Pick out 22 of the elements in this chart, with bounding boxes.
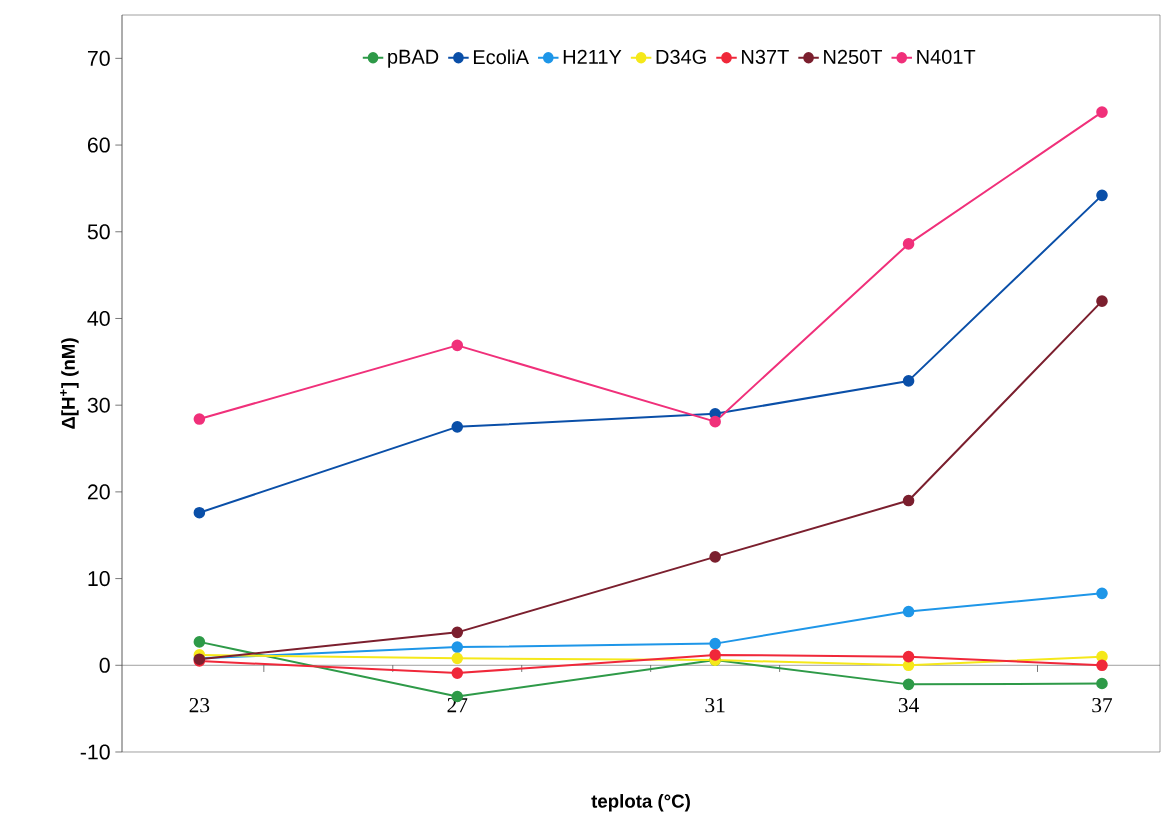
legend-label: H211Y bbox=[563, 49, 622, 64]
y-tick-label: 40 bbox=[87, 310, 110, 327]
y-tick-label: 60 bbox=[87, 137, 110, 153]
legend-label: EcoliA bbox=[473, 49, 529, 65]
y-tick-label: 70 bbox=[87, 50, 110, 66]
x-tick-label: 37 bbox=[1092, 698, 1113, 713]
y-tick-label: 50 bbox=[87, 224, 110, 240]
x-axis-title: teplota (°C) bbox=[591, 794, 690, 812]
y-tick-label: 0 bbox=[99, 657, 110, 673]
y-tick-label: -10 bbox=[80, 744, 110, 760]
x-tick-label: 31 bbox=[705, 698, 725, 713]
legend-label: pBAD bbox=[388, 49, 439, 68]
y-tick-label: 20 bbox=[87, 484, 110, 500]
y-tick-label: 30 bbox=[87, 397, 110, 413]
y-tick-label: 10 bbox=[88, 571, 110, 587]
x-tick-label: 23 bbox=[189, 698, 210, 713]
legend-label: D34G bbox=[656, 49, 706, 64]
legend-label: N37T bbox=[742, 49, 789, 64]
x-tick-label: 34 bbox=[898, 698, 919, 713]
legend-label: N401T bbox=[917, 49, 976, 64]
y-axis-title: Δ[H$^{+}$] (nM) bbox=[60, 338, 79, 429]
legend-label: N250T bbox=[824, 49, 883, 64]
